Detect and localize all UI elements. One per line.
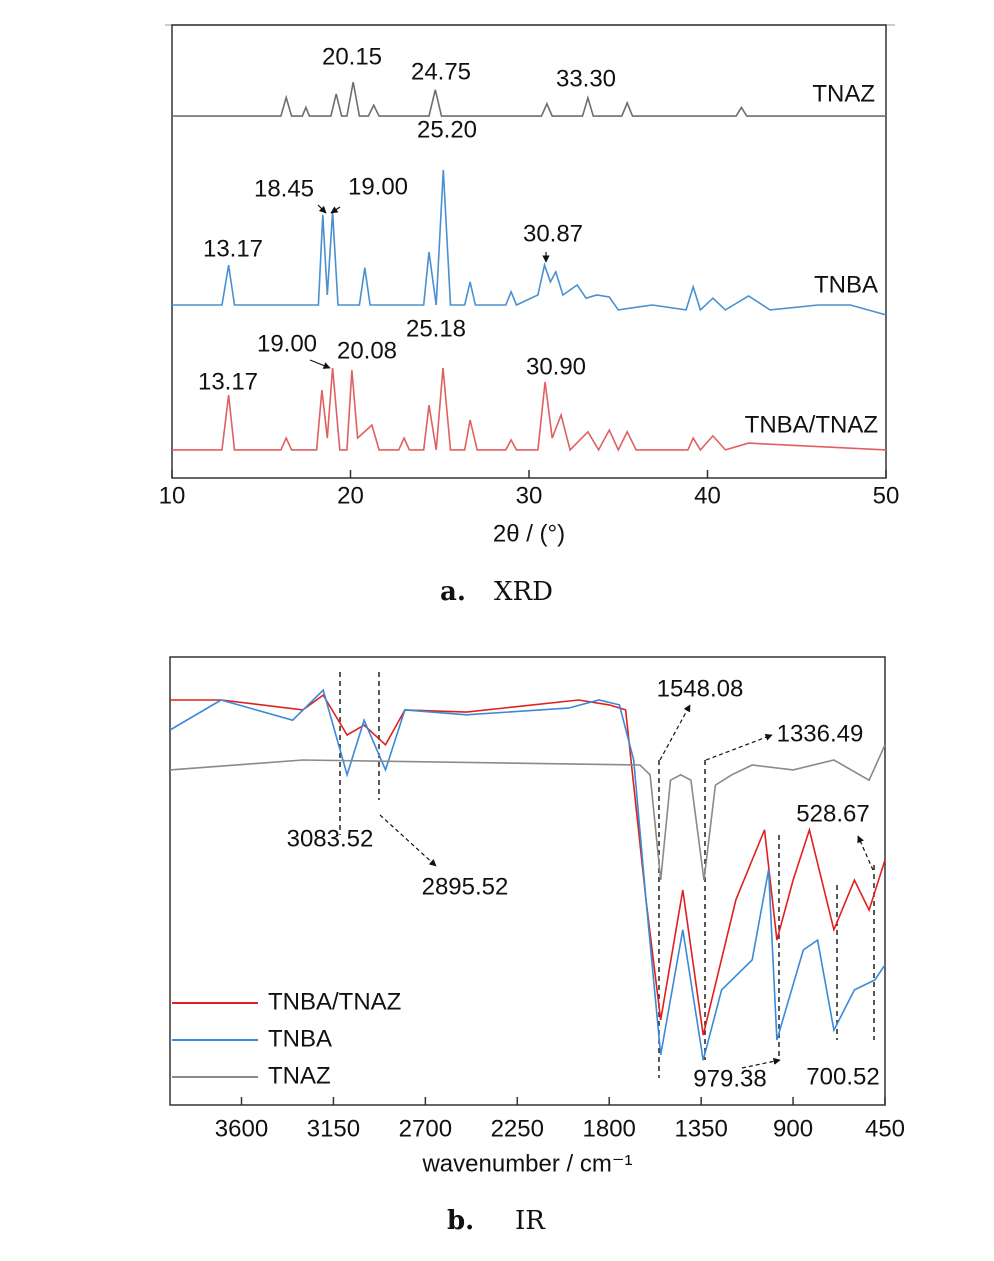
x-tick-label: 30 xyxy=(516,482,543,509)
caption-title: XRD xyxy=(494,577,553,607)
peak-label: 30.90 xyxy=(526,353,586,380)
peak-label: 20.15 xyxy=(322,43,382,70)
arrow xyxy=(309,359,331,369)
peak-label: 1336.49 xyxy=(777,720,864,747)
x-tick-label: 2700 xyxy=(399,1115,452,1142)
x-tick-label: 1800 xyxy=(583,1115,636,1142)
x-tick-label: 900 xyxy=(773,1115,813,1142)
x-tick-label: 450 xyxy=(865,1115,905,1142)
x-tick-label: 40 xyxy=(694,482,721,509)
x-tick-label: 2250 xyxy=(491,1115,544,1142)
arrow xyxy=(857,835,874,871)
caption-title: IR xyxy=(515,1206,546,1236)
peak-label: 33.30 xyxy=(556,65,616,92)
plot-frame xyxy=(171,24,887,479)
peak-label: 25.20 xyxy=(417,116,477,143)
series-line xyxy=(172,367,887,452)
peak-label: 19.00 xyxy=(257,330,317,357)
x-tick-label: 10 xyxy=(159,482,186,509)
arrow xyxy=(705,733,773,761)
x-tick-label: 3150 xyxy=(307,1115,360,1142)
series-line xyxy=(172,81,886,117)
x-axis-label: 2θ / (°) xyxy=(493,520,565,547)
peak-label: 25.18 xyxy=(406,315,466,342)
x-tick-label: 20 xyxy=(337,482,364,509)
legend-label: TNBA xyxy=(268,1025,332,1052)
peak-label: 13.17 xyxy=(203,235,263,262)
series-line xyxy=(169,744,886,881)
peak-label: 1548.08 xyxy=(657,675,744,702)
legend-label: TNBA/TNAZ xyxy=(268,988,401,1015)
peak-label: 19.00 xyxy=(348,173,408,200)
peak-label: 18.45 xyxy=(254,175,314,202)
series-label: TNBA/TNAZ xyxy=(745,411,878,438)
series-label: TNBA xyxy=(814,271,878,298)
x-tick-label: 3600 xyxy=(215,1115,268,1142)
arrow xyxy=(659,704,691,761)
arrow xyxy=(379,814,437,867)
peak-label: 24.75 xyxy=(411,58,471,85)
peak-label: 3083.52 xyxy=(287,825,374,852)
peak-label: 528.67 xyxy=(796,800,869,827)
peak-label: 700.52 xyxy=(806,1063,879,1090)
peak-label: 13.17 xyxy=(198,368,258,395)
peak-label: 979.38 xyxy=(693,1065,766,1092)
series-label: TNAZ xyxy=(812,80,875,107)
series-line xyxy=(172,169,887,316)
arrow xyxy=(330,206,341,214)
peak-label: 20.08 xyxy=(337,337,397,364)
caption-label: a. xyxy=(440,577,466,607)
plot-frame xyxy=(169,656,886,1106)
x-tick-label: 50 xyxy=(873,482,900,509)
caption-label: b. xyxy=(447,1206,474,1236)
x-axis-label: wavenumber / cm⁻¹ xyxy=(421,1150,632,1177)
x-tick-label: 1350 xyxy=(674,1115,727,1142)
series-line xyxy=(169,688,886,1061)
legend-label: TNAZ xyxy=(268,1062,331,1089)
arrow xyxy=(317,204,327,214)
peak-label: 30.87 xyxy=(523,220,583,247)
peak-label: 2895.52 xyxy=(422,873,509,900)
